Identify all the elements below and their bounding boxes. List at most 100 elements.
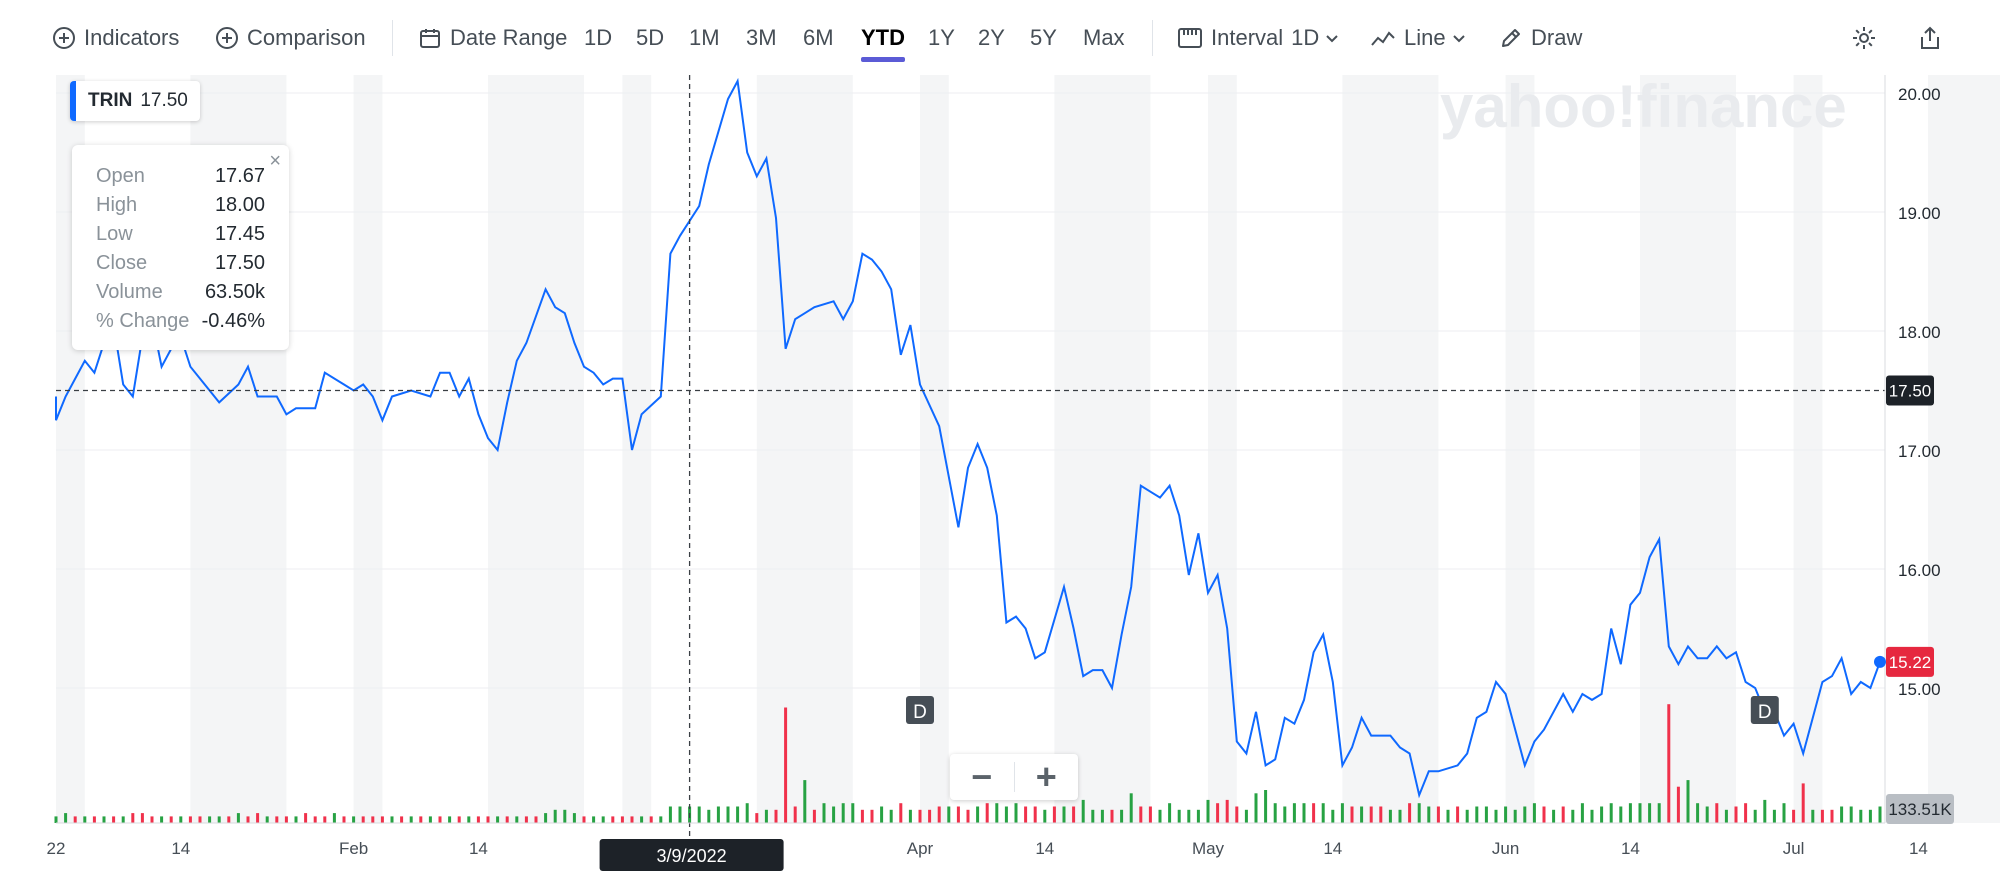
volume-bar-down bbox=[246, 816, 250, 823]
date-range-button[interactable]: Date Range bbox=[418, 20, 567, 56]
volume-bar-up bbox=[592, 816, 596, 823]
pencil-icon bbox=[1502, 29, 1520, 47]
share-button[interactable] bbox=[1918, 20, 1942, 56]
range-5d[interactable]: 5D bbox=[636, 20, 664, 56]
volume-bar-down bbox=[1072, 806, 1076, 823]
range-6m[interactable]: 6M bbox=[803, 20, 834, 56]
range-label: 5Y bbox=[1030, 25, 1057, 50]
crosshair-date-label: 3/9/2022 bbox=[657, 846, 727, 866]
symbol-name: TRIN bbox=[88, 90, 133, 111]
x-tick-label: Jun bbox=[1492, 839, 1519, 858]
x-tick-label: 14 bbox=[171, 839, 190, 858]
volume-bar-up bbox=[102, 816, 106, 823]
volume-bar-up bbox=[294, 816, 298, 823]
range-ytd[interactable]: YTD bbox=[861, 20, 905, 62]
range-1d[interactable]: 1D bbox=[584, 20, 612, 56]
volume-bar-up bbox=[515, 816, 519, 823]
volume-bar-up bbox=[1004, 806, 1008, 823]
x-tick-label: May bbox=[1192, 839, 1225, 858]
volume-bar-up bbox=[1273, 803, 1277, 823]
zoom-in-button[interactable]: + bbox=[1035, 756, 1057, 797]
symbol-tag[interactable]: TRIN 17.50 bbox=[70, 81, 200, 121]
volume-bar-up bbox=[1446, 809, 1450, 823]
volume-bar-down bbox=[937, 806, 941, 823]
draw-label: Draw bbox=[1531, 25, 1583, 50]
x-tick-label: 22 bbox=[47, 839, 66, 858]
volume-bar-up bbox=[1705, 806, 1709, 823]
volume-bar-down bbox=[284, 816, 288, 823]
volume-bar-down bbox=[611, 816, 615, 823]
y-tick-label: 17.00 bbox=[1898, 442, 1941, 461]
settings-button[interactable] bbox=[1851, 20, 1877, 56]
range-3m[interactable]: 3M bbox=[746, 20, 777, 56]
week-band bbox=[1054, 75, 1151, 823]
date-range-label: Date Range bbox=[450, 25, 568, 50]
chart-type-button[interactable]: Line bbox=[1370, 20, 1466, 56]
volume-bar-up bbox=[851, 803, 855, 823]
week-band bbox=[1505, 75, 1535, 823]
tooltip-row: High 18.00 bbox=[96, 194, 265, 222]
volume-bar-down bbox=[361, 816, 365, 823]
volume-bar-up bbox=[1494, 809, 1498, 823]
range-label: YTD bbox=[861, 25, 905, 50]
volume-bar-down bbox=[1216, 803, 1220, 823]
volume-bar-up bbox=[1264, 790, 1268, 823]
y-tick-label: 19.00 bbox=[1898, 204, 1941, 223]
volume-bar-up bbox=[1321, 803, 1325, 823]
chevron-down-icon bbox=[1452, 35, 1465, 43]
tooltip-row: Low 17.45 bbox=[96, 223, 265, 251]
volume-bar-up bbox=[332, 813, 336, 823]
volume-bar-up bbox=[160, 816, 164, 823]
volume-bar-down bbox=[1542, 806, 1546, 823]
volume-bar-up bbox=[1580, 803, 1584, 823]
chart-toolbar: Indicators Comparison Date Range 1D 5D 1… bbox=[0, 0, 2000, 75]
tooltip-row: Volume 63.50k bbox=[96, 281, 265, 309]
volume-bar-up bbox=[1091, 809, 1095, 823]
crosshair-price-tag bbox=[1886, 375, 1934, 406]
week-band bbox=[622, 75, 652, 823]
volume-bar-up bbox=[908, 809, 912, 823]
tooltip-value: 17.45 bbox=[214, 223, 265, 245]
volume-bar-down bbox=[198, 816, 202, 823]
draw-button[interactable]: Draw bbox=[1499, 20, 1582, 56]
interval-button[interactable]: Interval 1D bbox=[1177, 20, 1339, 56]
range-max[interactable]: Max bbox=[1083, 20, 1125, 56]
range-label: 1Y bbox=[928, 25, 955, 50]
range-1m[interactable]: 1M bbox=[689, 20, 720, 56]
close-icon[interactable]: × bbox=[269, 150, 281, 172]
comparison-button[interactable]: Comparison bbox=[215, 20, 366, 56]
range-1y[interactable]: 1Y bbox=[928, 20, 955, 56]
volume-bar-up bbox=[1283, 806, 1287, 823]
range-2y[interactable]: 2Y bbox=[978, 20, 1005, 56]
volume-bar-down bbox=[486, 816, 490, 823]
volume-bar-down bbox=[966, 809, 970, 823]
tooltip-row: % Change -0.46% bbox=[96, 310, 265, 338]
range-5y[interactable]: 5Y bbox=[1030, 20, 1057, 56]
volume-bar-down bbox=[313, 816, 317, 823]
volume-bar-down bbox=[1744, 803, 1748, 823]
active-range-underline bbox=[861, 57, 905, 62]
dividend-marker bbox=[1750, 696, 1779, 724]
volume-bar-down bbox=[630, 816, 634, 823]
volume-bar-up bbox=[668, 806, 672, 823]
volume-bar-up bbox=[179, 816, 183, 823]
volume-bar-down bbox=[784, 707, 788, 823]
symbol-color-bar bbox=[70, 81, 76, 121]
volume-bar-up bbox=[1484, 806, 1488, 823]
dividend-marker bbox=[906, 696, 934, 724]
price-line bbox=[55, 77, 1881, 799]
volume-bar-down bbox=[1139, 806, 1143, 823]
volume-bar-up bbox=[1772, 809, 1776, 823]
x-tick-label: Feb bbox=[339, 839, 368, 858]
volume-bar-down bbox=[755, 813, 759, 823]
volume-bar-up bbox=[707, 809, 711, 823]
volume-bar-up bbox=[1244, 809, 1248, 823]
indicators-button[interactable]: Indicators bbox=[52, 20, 179, 56]
volume-bar-down bbox=[1052, 806, 1056, 823]
volume-bar-up bbox=[1398, 809, 1402, 823]
tooltip-label: % Change bbox=[96, 310, 190, 332]
zoom-out-button[interactable]: − bbox=[971, 756, 993, 797]
last-price-tag bbox=[1886, 646, 1934, 677]
